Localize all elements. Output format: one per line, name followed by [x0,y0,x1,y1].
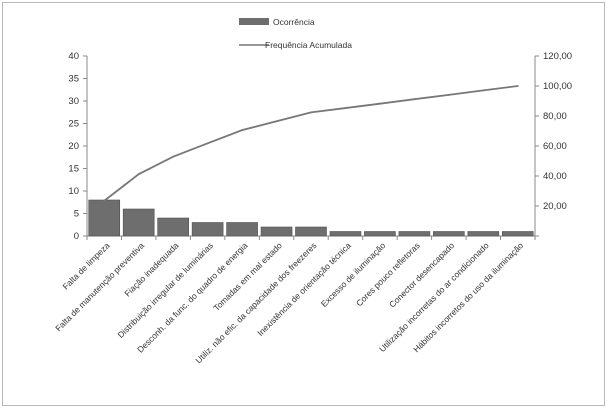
y-left-tick-label: 0 [74,231,79,242]
bar [226,222,258,237]
y-left-tick-label: 10 [68,186,79,197]
bar [295,226,327,237]
y-right-tick-label: 20,00 [543,201,567,212]
y-left-tick-label: 5 [74,209,79,220]
y-left-tick-label: 25 [68,119,79,130]
line-point [447,93,450,96]
y-right-tick-label: 120,00 [543,51,572,62]
legend-line-label: Frequência Acumulada [265,40,352,50]
line-point [379,102,381,105]
y-left-tick-label: 20 [68,141,79,152]
bar [191,222,224,237]
line-point [103,199,106,202]
bar-series [88,199,534,237]
y-right-tick-label: 40,00 [543,171,567,182]
y-left-tick-label: 15 [68,164,79,175]
y-right-tick-label: 80,00 [543,111,567,122]
pareto-chart: Ocorrência Frequência Acumulada 0 5 10 15 20 2… [53,17,572,365]
line-point [516,85,519,87]
line-point [482,89,485,92]
line-point [241,129,243,131]
legend-bar-label: Ocorrência [273,17,315,27]
line-series [103,85,519,202]
legend: Ocorrência Frequência Acumulada [239,17,352,50]
legend-bar-swatch [239,18,269,25]
chart-frame: Ocorrência Frequência Acumulada 0 5 10 15 20 2… [2,2,605,406]
line-point [275,120,278,123]
bar [501,231,534,237]
line-point [206,142,209,145]
line-point [137,173,140,176]
bar [260,226,293,237]
bar [88,199,121,237]
bar [329,231,362,237]
y-right-tick-label: 100,00 [543,81,572,92]
line-point [310,111,312,114]
y-left-tick-label: 35 [68,74,79,85]
bar [398,231,431,237]
x-tick-label: Tomadas em mal estado [211,240,284,313]
bar [122,208,155,237]
y-left-tick-label: 40 [68,51,79,62]
cumulative-line [103,85,518,202]
bar [433,231,465,237]
bar [467,231,500,237]
y-right-tick-label: 60,00 [543,141,567,152]
x-tick-label: Cores pouco refletoras [354,240,422,308]
bar [364,231,396,237]
x-tick-label: Conector desencapado [387,240,456,309]
y-left-tick-label: 30 [68,96,79,107]
line-point [413,98,416,101]
x-tick-label: Excesso de iluminação [319,240,388,309]
x-tick-label: Utiliz. não efic. da capacidade dos free… [193,240,318,365]
line-point [344,107,347,109]
bar [157,217,189,237]
line-point [172,155,175,158]
